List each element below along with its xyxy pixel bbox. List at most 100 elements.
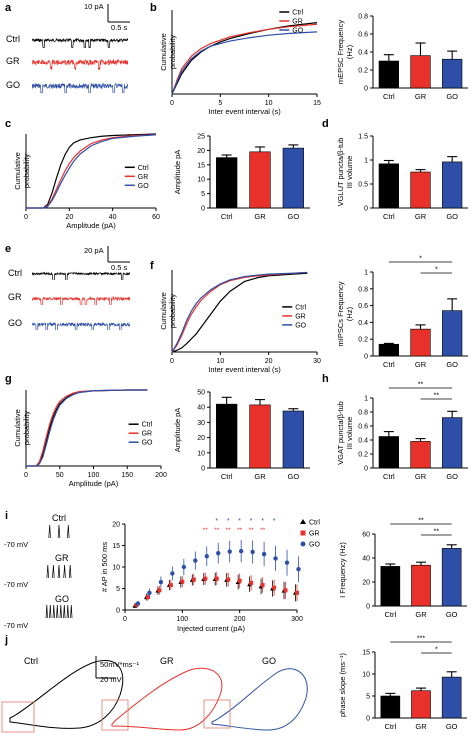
y-tick-label-3: 30 xyxy=(197,420,205,427)
x-tick-label-2: 40 xyxy=(109,214,117,221)
legend-label-go: GO xyxy=(292,28,303,35)
y-axis-label-1: mIPSCs Frequency xyxy=(336,281,345,346)
x-tick-label-go: GO xyxy=(446,722,458,731)
x-tick-label-3: 30 xyxy=(313,358,321,365)
x-tick-label-go: GO xyxy=(446,610,458,619)
sig-star-0: ** xyxy=(418,382,424,389)
point-gr-13 xyxy=(283,588,288,593)
sig-star-0: *** xyxy=(417,636,425,643)
point-go-9 xyxy=(238,548,244,554)
legend-label-ctrl: Ctrl xyxy=(142,422,153,429)
y-axis-label-2: III volume xyxy=(345,417,354,450)
legend-marker-gr xyxy=(300,530,306,536)
bar-ctrl xyxy=(378,163,399,209)
bar-ctrl xyxy=(380,695,401,719)
scalebar-e-s: 0.5 s xyxy=(111,263,128,272)
y-tick-label-2: 0.4 xyxy=(358,438,368,445)
bar-ctrl xyxy=(216,157,238,209)
y-axis-label-1: VGLUT puncta/β-tub xyxy=(336,138,345,207)
point-gr-3 xyxy=(168,583,173,588)
y-tick-label-5: 1 xyxy=(364,396,368,403)
series-gr xyxy=(171,271,308,353)
series-gr xyxy=(26,389,148,467)
y-axis-label: I Frequency (Hz) xyxy=(338,542,347,598)
x-tick-label-gr: GR xyxy=(415,472,427,481)
trace-label-a-ctrl: Ctrl xyxy=(6,34,20,44)
legend-label-gr: GR xyxy=(292,19,303,26)
legend-label-go: GO xyxy=(295,322,306,329)
series-go xyxy=(171,31,318,95)
y-tick-label-4: 40 xyxy=(197,405,205,412)
chart-d-bar: 0 0.5 1 1.5 VGLUT puncta/β-tub III volume Ctrl… xyxy=(336,134,468,221)
series-gr xyxy=(171,23,318,95)
panel-label-a: a xyxy=(5,2,12,14)
trace-a-ctrl xyxy=(32,37,128,48)
y-tick-label-2: 0.4 xyxy=(358,50,368,57)
trace-line xyxy=(32,37,128,48)
y-tick-label-2: 0.4 xyxy=(358,320,368,327)
sig-star-1: ** xyxy=(434,529,440,536)
x-tick-label-0: 0 xyxy=(24,472,28,479)
point-gr-9 xyxy=(237,578,242,583)
ap-line xyxy=(48,524,70,538)
point-gr-12 xyxy=(272,585,277,590)
y-tick-label-2: 40 xyxy=(362,556,370,563)
bar-gr xyxy=(249,151,271,209)
bar-go xyxy=(442,310,463,357)
x-tick-label-2: 10 xyxy=(265,100,273,107)
bar-go xyxy=(442,417,463,469)
legend-label-ctrl: Ctrl xyxy=(295,304,306,311)
point-gr-6 xyxy=(203,576,208,581)
trace-label-e-ctrl: Ctrl xyxy=(8,268,22,278)
x-tick-label-ctrl: Ctrl xyxy=(383,212,395,221)
x-tick-label-1: 5 xyxy=(218,100,222,107)
legend-label-ctrl: Ctrl xyxy=(138,165,149,172)
panel-label-i: i xyxy=(5,510,9,522)
panel-label-h: h xyxy=(322,373,329,385)
trace-label-e-go: GO xyxy=(8,318,23,328)
x-tick-label-go: GO xyxy=(446,472,458,481)
x-tick-label-gr: GR xyxy=(254,472,266,481)
y-tick-label-0: 0 xyxy=(201,206,205,213)
star-red-2: ** xyxy=(226,527,232,534)
x-tick-label-go: GO xyxy=(287,212,299,221)
point-gr-5 xyxy=(191,577,196,582)
x-tick-label-4: 200 xyxy=(155,472,167,479)
trace-line xyxy=(32,82,128,93)
x-tick-label-1: 10 xyxy=(216,358,224,365)
x-tick-label-3: 150 xyxy=(121,472,133,479)
x-tick-label-0: 0 xyxy=(170,100,174,107)
x-tick-label-ctrl: Ctrl xyxy=(384,722,396,731)
y-tick-label-0: 0 xyxy=(366,604,370,611)
chart-g-cumulative: 0 50 100 150 200 Amplitude (pA) Cumulative prob… xyxy=(13,389,167,488)
bar-ctrl xyxy=(378,436,399,469)
y-tick-label-2: 10 xyxy=(362,672,370,679)
y-tick-label-0: 0 xyxy=(364,466,368,473)
legend-label-go: GO xyxy=(309,542,320,549)
y-axis-label: Amplitude pA xyxy=(173,150,182,195)
ap-line xyxy=(46,564,72,578)
ap-line xyxy=(45,604,73,618)
x-axis-label: Amplitude (pA) xyxy=(69,479,119,488)
star-blue-1: * xyxy=(227,518,230,525)
point-go-14 xyxy=(296,566,301,572)
i-vm-go: -70 mV xyxy=(4,621,29,630)
x-tick-label-go: GO xyxy=(446,360,458,369)
x-tick-label-go: GO xyxy=(446,92,458,101)
y-tick-label-2: 20 xyxy=(197,435,205,442)
point-go-10 xyxy=(250,549,255,555)
y-tick-label-1: 5 xyxy=(201,191,205,198)
bar-go xyxy=(442,161,463,209)
y-tick-label-3: 0.6 xyxy=(358,32,368,39)
x-tick-label-ctrl: Ctrl xyxy=(384,610,396,619)
legend-label-go: GO xyxy=(138,183,149,190)
y-tick-label-3: 60 xyxy=(362,532,370,539)
y-axis-label-1: mEPSC Frequency xyxy=(336,20,345,84)
y-tick-label-2: 10 xyxy=(197,177,205,184)
chart-b-bar: 0 0.2 0.4 0.6 0.8 mEPSC Frequency (Hz) Ctrl GR GO xyxy=(336,14,468,101)
scalebar-e xyxy=(107,246,130,263)
scalebar-a-s: 0.5 s xyxy=(111,23,128,32)
bar-ctrl xyxy=(378,343,399,357)
star-red-1: ** xyxy=(214,527,220,534)
